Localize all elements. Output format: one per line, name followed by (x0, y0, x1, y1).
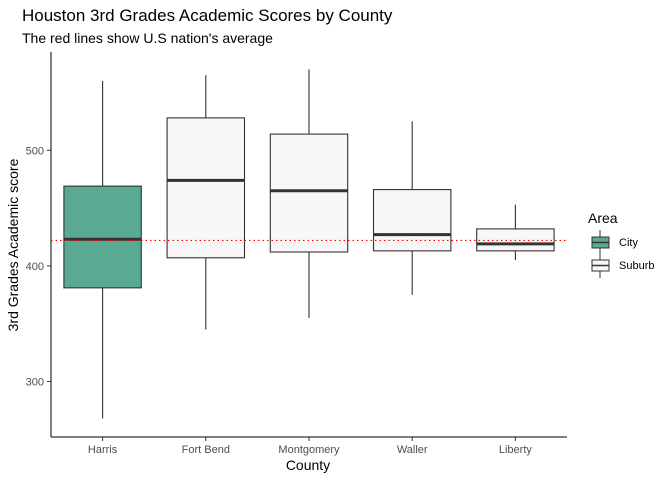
box-montgomery (269, 69, 349, 318)
chart-subtitle: The red lines show U.S nation's average (22, 30, 273, 46)
legend-item-city: City (591, 230, 638, 255)
box-harris (63, 80, 142, 419)
x-tick-label-harris: Harris (88, 444, 118, 456)
legend-item-suburb: Suburb (591, 253, 654, 278)
legend-label-suburb: Suburb (619, 260, 654, 272)
y-tick-label-300: 300 (26, 377, 44, 389)
x-axis-title: County (286, 457, 330, 473)
legend-label-city: City (619, 237, 638, 249)
box-body (269, 133, 349, 253)
chart-title: Houston 3rd Grades Academic Scores by Co… (22, 6, 393, 25)
box-body (372, 189, 452, 252)
legend: Area City Suburb (588, 210, 654, 278)
box-body (166, 117, 246, 259)
plot-area: 300 400 500 Harris Fort Bend Montgomery Waller… (26, 52, 567, 456)
y-tick-label-400: 400 (26, 261, 44, 273)
legend-title: Area (588, 210, 618, 226)
box-waller (372, 121, 452, 295)
box-fort-bend (166, 75, 246, 330)
y-tick-label-500: 500 (26, 145, 44, 157)
x-tick-label-montgomery: Montgomery (278, 444, 340, 456)
box-liberty (476, 204, 555, 261)
y-axis-title: 3rd Grades Academic score (5, 158, 21, 331)
box-body (63, 185, 142, 289)
x-tick-label-waller: Waller (397, 444, 428, 456)
x-tick-label-liberty: Liberty (499, 444, 533, 456)
x-tick-label-fort-bend: Fort Bend (182, 444, 230, 456)
